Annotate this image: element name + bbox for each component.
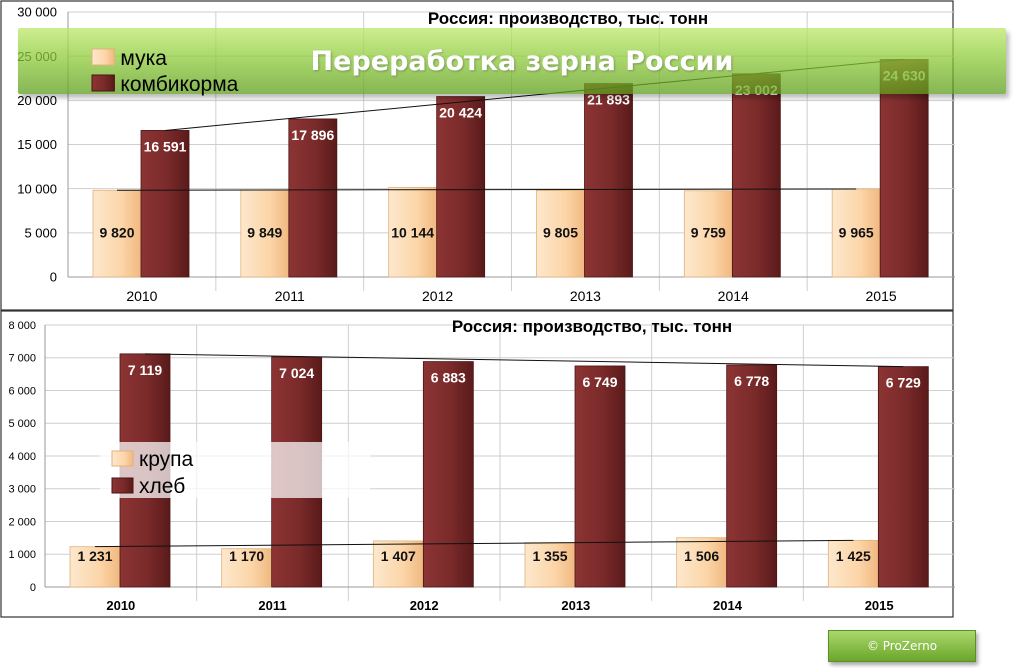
x-tick-label: 2013: [570, 288, 601, 304]
data-label: 6 883: [431, 370, 466, 386]
y-tick-label: 15 000: [17, 137, 57, 152]
data-label: 1 170: [229, 548, 264, 564]
data-label: 1 425: [836, 548, 871, 564]
trend-line: [94, 539, 854, 548]
data-label: 6 729: [886, 375, 921, 391]
bar-light: [69, 546, 121, 588]
data-label: 6 778: [734, 373, 769, 389]
y-tick-label: 2 000: [8, 516, 36, 528]
bar-light: [827, 539, 879, 588]
x-tick-label: 2010: [106, 598, 135, 613]
data-label: 6 749: [582, 374, 617, 390]
bar-light: [221, 548, 273, 588]
x-tick-label: 2013: [561, 598, 590, 613]
x-tick-label: 2015: [866, 288, 897, 304]
bar-dark: [288, 118, 338, 278]
trend-line: [116, 188, 857, 191]
data-label: 9 759: [691, 224, 726, 240]
bar-light: [683, 190, 733, 278]
x-tick-label: 2014: [713, 598, 743, 613]
x-tick-label: 2011: [275, 288, 305, 304]
data-label: 7 024: [279, 365, 314, 381]
data-label: 1 506: [684, 548, 719, 564]
x-tick-label: 2011: [258, 598, 286, 613]
x-tick-label: 2012: [422, 288, 453, 304]
copyright-badge: © ProZerno: [828, 630, 976, 662]
legend-label: крупа: [139, 448, 194, 471]
data-label: 9 805: [543, 224, 578, 240]
chart-1-border: [0, 0, 954, 311]
bar-dark: [574, 365, 626, 588]
y-tick-label: 7 000: [8, 353, 36, 365]
y-tick-label: 30 000: [17, 5, 57, 20]
banner-title: Переработка зерна России: [310, 45, 734, 77]
data-label: 9 849: [247, 224, 282, 240]
data-label: 1 231: [77, 548, 112, 564]
data-label: 9 965: [839, 224, 874, 240]
y-tick-label: 10 000: [17, 181, 57, 196]
data-label: 1 407: [381, 548, 416, 564]
data-label: 17 896: [291, 127, 334, 143]
bar-light: [240, 189, 290, 278]
bar-light: [372, 540, 424, 588]
data-label: 9 820: [99, 224, 134, 240]
bar-dark: [726, 364, 778, 588]
y-tick-label: 0: [50, 270, 57, 285]
legend-panel: [100, 442, 370, 498]
legend-swatch: [111, 450, 134, 467]
y-tick-label: 3 000: [8, 484, 36, 496]
y-tick-label: 1 000: [8, 549, 36, 561]
bar-dark: [422, 361, 474, 588]
banner: Переработка зерна России: [18, 28, 1006, 94]
y-tick-label: 0: [30, 582, 36, 594]
chart-2-border: [0, 310, 954, 618]
chart-title: Россия: производство, тыс. тонн: [428, 9, 708, 28]
data-label: 10 144: [391, 224, 434, 240]
bar-light: [92, 189, 142, 278]
data-label: 20 424: [439, 105, 482, 121]
y-tick-label: 6 000: [8, 385, 36, 397]
y-tick-label: 4 000: [8, 451, 36, 463]
legend-label: хлеб: [139, 475, 185, 498]
chart-title: Россия: производство, тыс. тонн: [452, 317, 732, 336]
bar-light: [676, 537, 728, 588]
y-tick-label: 5 000: [24, 226, 57, 241]
bar-dark: [436, 96, 486, 278]
data-label: 7 119: [128, 362, 162, 378]
trend-line: [144, 353, 904, 368]
x-tick-label: 2015: [865, 598, 894, 613]
data-label: 16 591: [144, 138, 187, 154]
bar-dark: [584, 83, 633, 278]
legend-swatch: [111, 477, 134, 494]
bar-dark: [879, 59, 929, 278]
bar-dark: [877, 366, 929, 588]
x-tick-label: 2010: [126, 288, 157, 304]
x-tick-label: 2012: [410, 598, 439, 613]
data-label: 1 355: [532, 548, 567, 564]
y-tick-label: 5 000: [8, 418, 36, 430]
data-label: 21 893: [587, 92, 630, 108]
x-tick-label: 2014: [718, 288, 749, 304]
y-tick-label: 20 000: [17, 93, 57, 108]
y-tick-label: 8 000: [8, 320, 36, 332]
bar-light: [388, 186, 438, 278]
bar-dark: [731, 73, 781, 278]
